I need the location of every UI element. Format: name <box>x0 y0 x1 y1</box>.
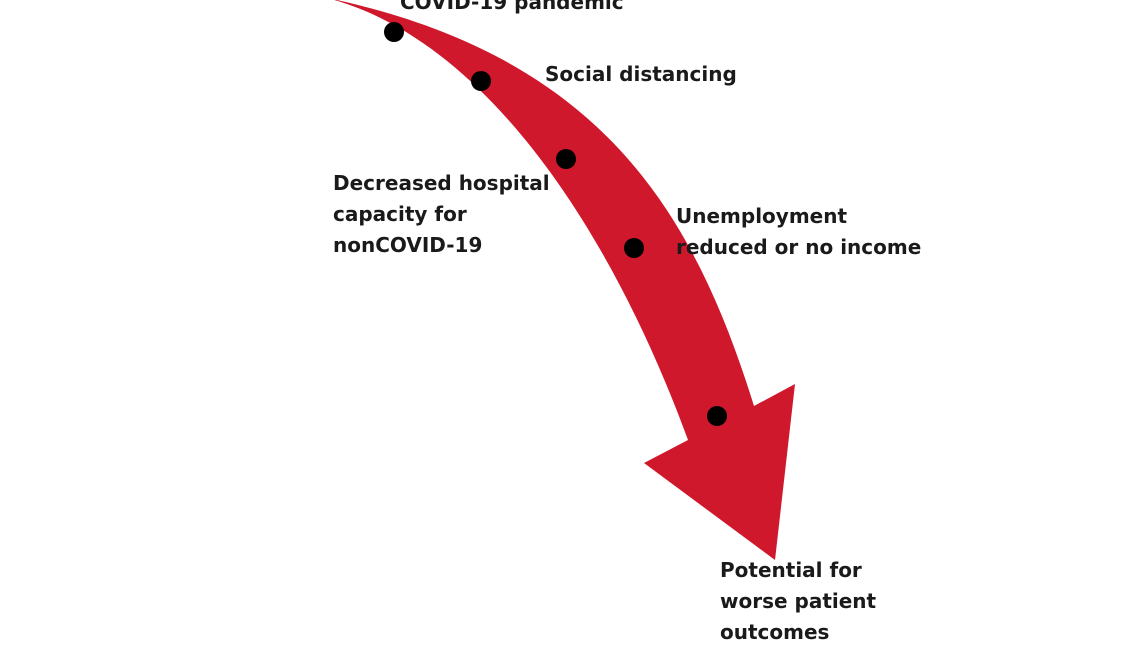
label-line: worse patient <box>720 589 877 613</box>
stage-marker-unemployment <box>624 238 644 258</box>
label-line: nonCOVID-19 <box>333 233 483 257</box>
label-line: Decreased hospital <box>333 171 550 195</box>
stage-marker-social <box>471 71 491 91</box>
label-line: Potential for <box>720 558 862 582</box>
stage-marker-outcome <box>707 406 727 426</box>
label-unemployment: Unemployment reduced or no income <box>676 201 921 263</box>
label-decreased-hospital-capacity: Decreased hospital capacity for nonCOVID… <box>333 168 550 261</box>
stage-marker-covid <box>384 22 404 42</box>
label-line: Social distancing <box>545 62 737 86</box>
label-line: outcomes <box>720 620 830 644</box>
label-worse-patient-outcomes: Potential for worse patient outcomes <box>720 555 876 648</box>
label-line: Unemployment <box>676 204 848 228</box>
label-line: capacity for <box>333 202 467 226</box>
label-line: reduced or no income <box>676 235 922 259</box>
downward-arrow-shaft <box>333 0 795 560</box>
label-social-distancing: Social distancing <box>545 59 737 90</box>
label-line: COVID-19 pandemic <box>400 0 624 14</box>
stage-marker-hospital <box>556 149 576 169</box>
label-covid-19-pandemic: COVID-19 pandemic <box>400 0 624 18</box>
